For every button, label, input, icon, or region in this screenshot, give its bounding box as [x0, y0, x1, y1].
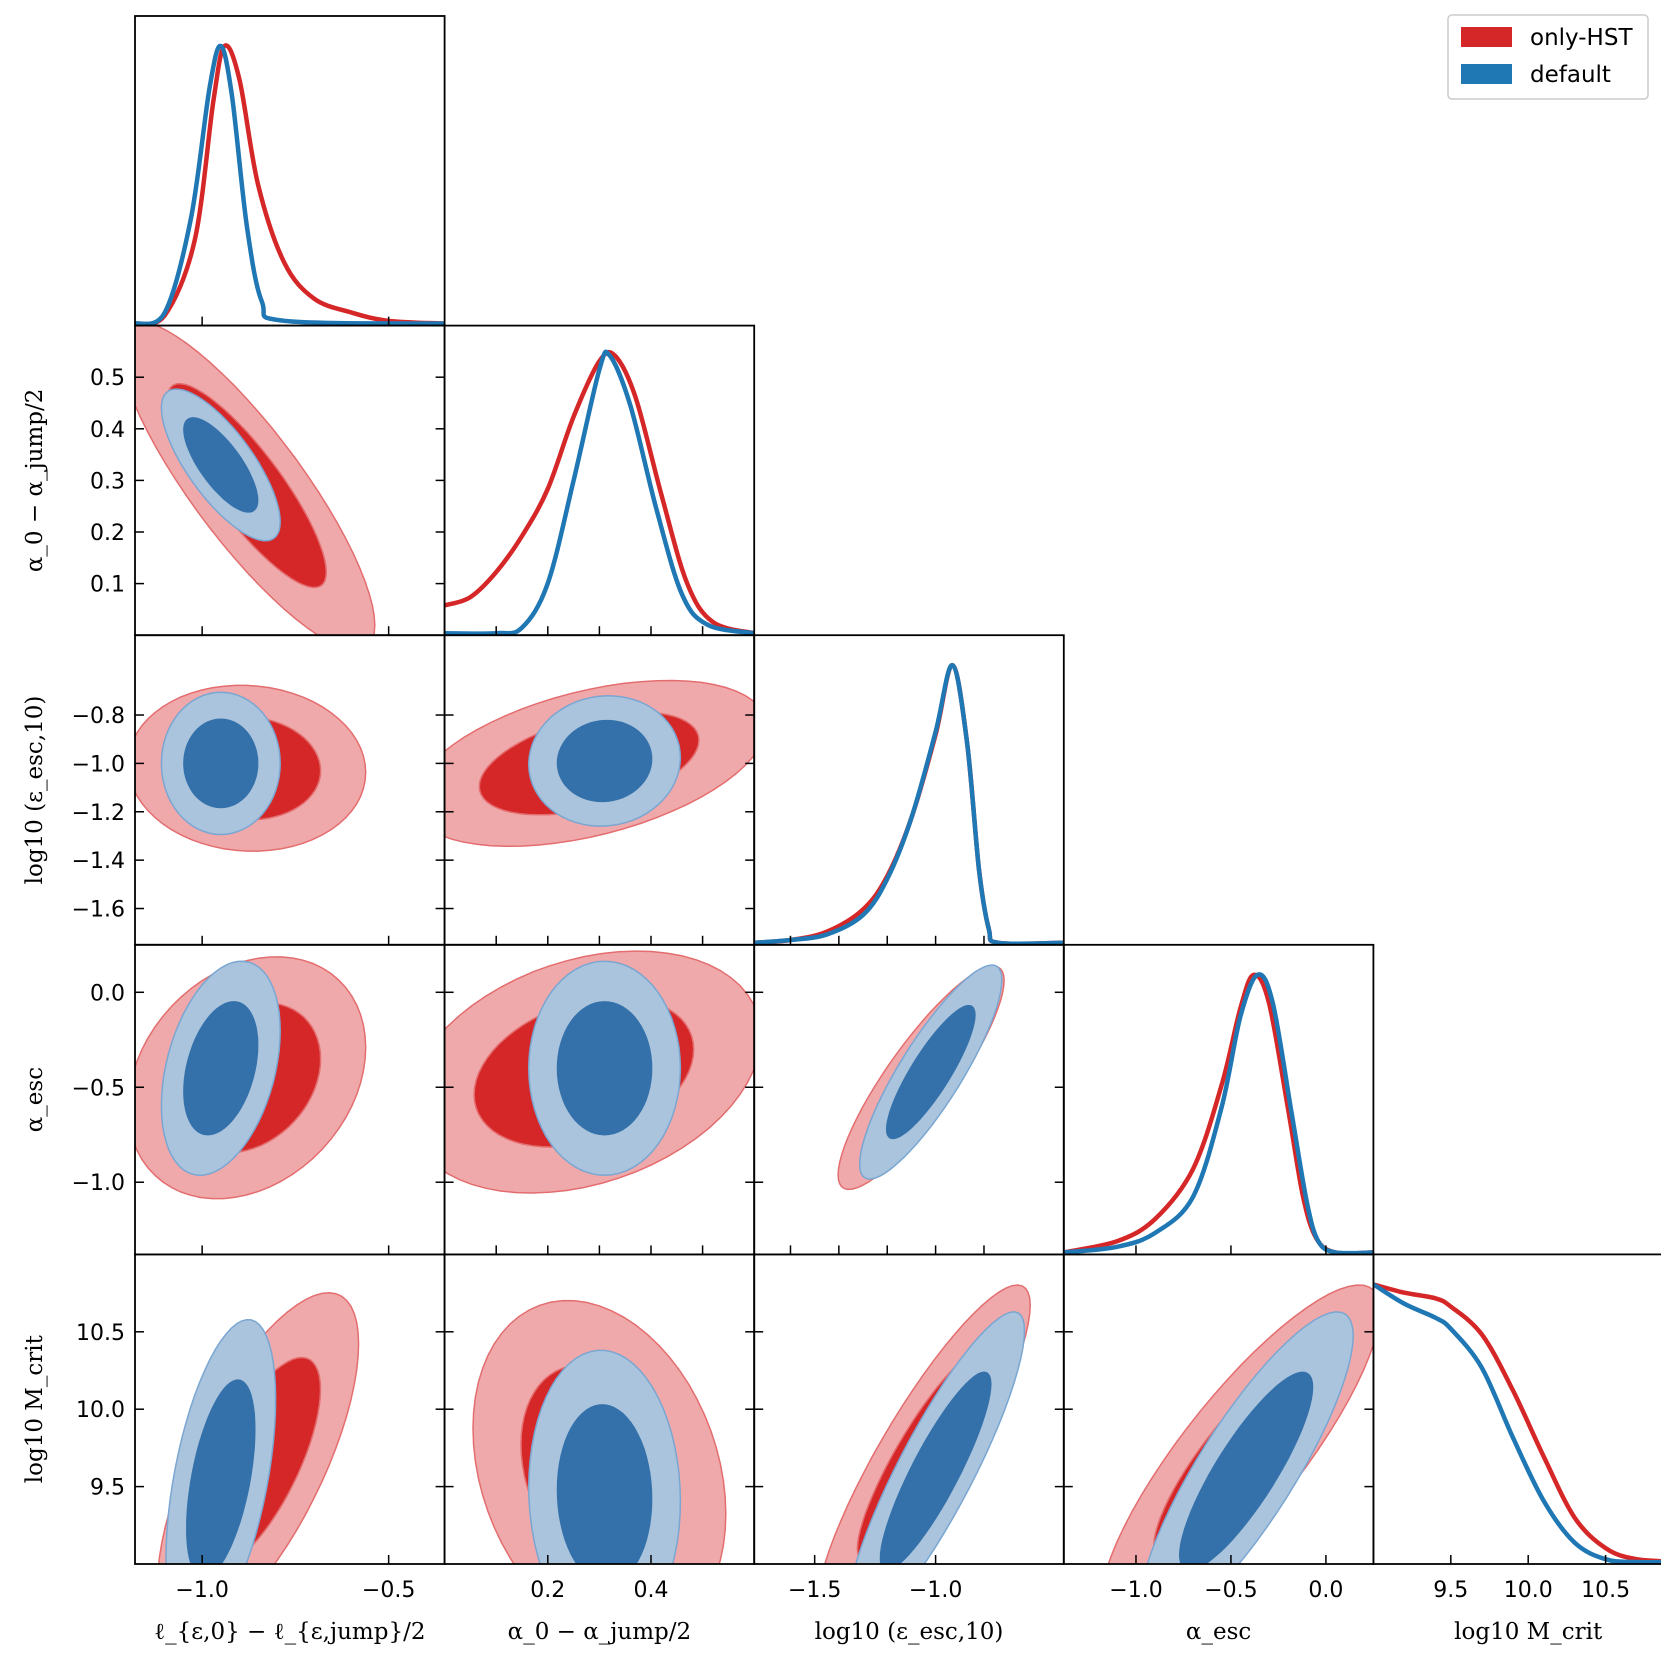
panel-content-log_eesc-alpha_esc: [837, 964, 1005, 1191]
x-tick-label-log_eesc: −1.5: [788, 1578, 841, 1603]
panel-content-alpha0-log_mcrit: [472, 1299, 727, 1565]
y-tick-label-alpha0: 0.2: [90, 521, 125, 546]
x-tick-label-alpha0: 0.2: [530, 1578, 565, 1603]
panel-content-l_eps-log_eesc: [135, 684, 367, 852]
marginal-curve-alpha_esc-default: [1063, 972, 1374, 1255]
y-axis-label-alpha0: α_0 − α_jump/2: [22, 389, 48, 572]
panel-content-alpha0-alpha_esc: [444, 950, 755, 1194]
marginal-curve-l_eps-only-hst: [135, 43, 445, 326]
legend-swatch-default: [1461, 64, 1512, 84]
contour-default-inner-log_eesc-alpha_esc: [885, 1004, 976, 1140]
y-tick-label-log_mcrit: 10.0: [76, 1398, 125, 1423]
legend: only-HST default: [1447, 14, 1649, 100]
x-tick-label-alpha0: 0.4: [634, 1578, 669, 1603]
marginal-curve-l_eps-default: [135, 43, 445, 326]
y-tick-label-log_eesc: −1.6: [72, 898, 125, 923]
x-axis-label-alpha_esc: α_esc: [1186, 1619, 1251, 1645]
contour-default-inner-l_eps-alpha_esc: [183, 1001, 259, 1136]
contour-default-inner-log_eesc-log_mcrit: [879, 1371, 992, 1565]
panel-content-alpha_esc-log_mcrit: [1107, 1284, 1374, 1565]
y-axis-label-log_eesc: log10 (ε_esc,10): [22, 696, 48, 885]
y-axis-label-alpha_esc: α_esc: [22, 1067, 48, 1132]
panel-content-log_eesc-log_eesc: [754, 662, 1064, 945]
x-tick-label-log_eesc: −1.0: [909, 1578, 962, 1603]
legend-label-only-hst: only-HST: [1530, 25, 1633, 51]
contour-default-inner-l_eps-log_mcrit: [186, 1379, 256, 1565]
contour-default-inner-l_eps-log_eesc: [183, 718, 259, 809]
panel-content-alpha0-log_eesc: [444, 679, 755, 848]
panel-content-log_eesc-log_mcrit: [824, 1284, 1031, 1565]
x-axis-label-alpha0: α_0 − α_jump/2: [508, 1619, 691, 1645]
x-tick-label-alpha_esc: −0.5: [1204, 1578, 1257, 1603]
panels-group: −1.0 −0.5 ℓ_{ε,0} − ℓ_{ε,jump}/2 0.2 0.4 α_0 …: [22, 15, 1661, 1645]
y-tick-label-log_eesc: −1.0: [72, 752, 125, 777]
panel-frame-log_eesc-log_eesc: [753, 634, 1065, 946]
x-tick-label-alpha_esc: −1.0: [1109, 1578, 1162, 1603]
contour-default-inner-alpha0-log_mcrit: [556, 1404, 653, 1565]
panel-content-alpha0-alpha0: [444, 349, 755, 636]
marginal-curve-log_eesc-default: [754, 662, 1064, 945]
marginal-curve-log_eesc-only-hst: [754, 662, 1064, 945]
panel-content-l_eps-l_eps: [135, 43, 445, 326]
x-tick-label-l_eps: −1.0: [175, 1578, 228, 1603]
y-axis-label-log_mcrit: log10 M_crit: [22, 1334, 48, 1483]
contour-default-inner-alpha_esc-log_mcrit: [1178, 1371, 1314, 1565]
x-tick-label-log_mcrit: 9.5: [1433, 1578, 1468, 1603]
x-axis-label-l_eps: ℓ_{ε,0} − ℓ_{ε,jump}/2: [154, 1619, 425, 1645]
y-tick-label-alpha_esc: 0.0: [90, 981, 125, 1006]
marginal-curve-alpha0-default: [444, 349, 755, 636]
panel-content-l_eps-alpha0: [135, 325, 376, 636]
x-tick-label-alpha_esc: 0.0: [1308, 1578, 1343, 1603]
y-tick-label-log_mcrit: 9.5: [90, 1476, 125, 1501]
y-tick-label-log_eesc: −1.2: [72, 801, 125, 826]
x-axis-label-log_eesc: log10 (ε_esc,10): [815, 1619, 1004, 1645]
panel-content-l_eps-log_mcrit: [157, 1291, 360, 1565]
marginal-curve-alpha0-only-hst: [444, 349, 755, 636]
y-tick-label-alpha_esc: −0.5: [72, 1076, 125, 1101]
y-tick-label-alpha0: 0.5: [90, 366, 125, 391]
y-tick-label-alpha_esc: −1.0: [72, 1171, 125, 1196]
legend-swatch-only-hst: [1461, 27, 1512, 47]
panel-content-log_mcrit-log_mcrit: [1373, 1282, 1661, 1565]
y-tick-label-alpha0: 0.1: [90, 573, 125, 598]
y-tick-label-log_mcrit: 10.5: [76, 1321, 125, 1346]
y-tick-label-alpha0: 0.4: [90, 418, 125, 443]
marginal-curve-log_mcrit-default: [1373, 1282, 1661, 1565]
panel-content-l_eps-alpha_esc: [135, 956, 367, 1200]
y-tick-label-alpha0: 0.3: [90, 469, 125, 494]
x-tick-label-log_mcrit: 10.5: [1581, 1578, 1630, 1603]
legend-label-default: default: [1530, 62, 1611, 88]
contour-default-inner-alpha0-alpha_esc: [556, 1001, 653, 1136]
panel-content-alpha_esc-alpha_esc: [1063, 972, 1374, 1255]
x-tick-label-log_mcrit: 10.0: [1504, 1578, 1553, 1603]
x-axis-label-log_mcrit: log10 M_crit: [1454, 1619, 1603, 1645]
y-tick-label-log_eesc: −0.8: [72, 704, 125, 729]
y-tick-label-log_eesc: −1.4: [72, 849, 125, 874]
contour-default-inner-l_eps-alpha0: [183, 417, 259, 513]
contour-default-inner-alpha0-log_eesc: [556, 719, 653, 803]
panel-frame-log_mcrit-log_mcrit: [1372, 1253, 1661, 1565]
marginal-curve-log_mcrit-only-hst: [1373, 1282, 1661, 1564]
x-tick-label-l_eps: −0.5: [362, 1578, 415, 1603]
